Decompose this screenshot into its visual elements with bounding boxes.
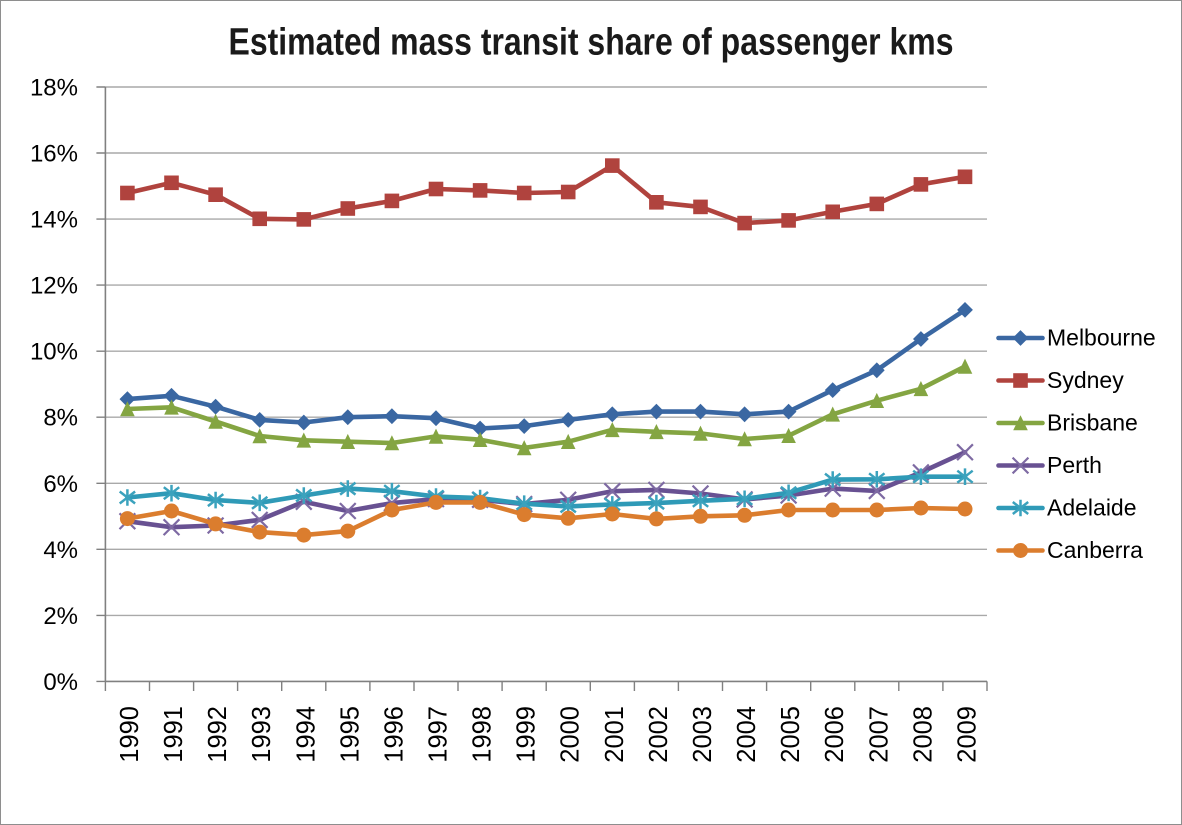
svg-text:16%: 16%	[30, 141, 78, 168]
svg-text:1997: 1997	[425, 706, 453, 763]
svg-text:2%: 2%	[43, 603, 78, 630]
svg-text:8%: 8%	[43, 405, 78, 432]
svg-text:2001: 2001	[601, 706, 629, 763]
svg-text:Estimated mass transit share o: Estimated mass transit share of passenge…	[229, 22, 954, 64]
svg-text:6%: 6%	[43, 471, 78, 498]
svg-text:1999: 1999	[513, 706, 541, 763]
svg-text:14%: 14%	[30, 207, 78, 234]
svg-text:2000: 2000	[557, 706, 585, 763]
svg-text:1992: 1992	[204, 706, 232, 763]
svg-text:2003: 2003	[689, 706, 717, 763]
svg-text:1996: 1996	[380, 706, 408, 763]
svg-text:Adelaide: Adelaide	[1047, 495, 1137, 521]
svg-text:2006: 2006	[821, 706, 849, 763]
svg-text:1990: 1990	[116, 706, 144, 763]
svg-text:2005: 2005	[777, 706, 805, 763]
svg-text:Melbourne: Melbourne	[1047, 325, 1156, 351]
svg-text:2009: 2009	[954, 706, 982, 763]
svg-text:1991: 1991	[160, 706, 188, 763]
svg-text:10%: 10%	[30, 339, 78, 366]
svg-text:Brisbane: Brisbane	[1047, 410, 1138, 436]
svg-text:0%: 0%	[43, 669, 78, 696]
svg-text:2007: 2007	[865, 706, 893, 763]
svg-text:4%: 4%	[43, 537, 78, 564]
svg-text:12%: 12%	[30, 273, 78, 300]
svg-text:Perth: Perth	[1047, 452, 1102, 478]
svg-text:Canberra: Canberra	[1047, 537, 1143, 563]
svg-text:2008: 2008	[909, 706, 937, 763]
svg-text:1995: 1995	[336, 706, 364, 763]
svg-text:2004: 2004	[733, 706, 761, 763]
svg-text:1998: 1998	[469, 706, 497, 763]
svg-text:2002: 2002	[645, 706, 673, 763]
svg-text:Sydney: Sydney	[1047, 367, 1124, 393]
svg-text:1993: 1993	[248, 706, 276, 763]
svg-text:1994: 1994	[292, 706, 320, 763]
svg-text:18%: 18%	[30, 75, 78, 102]
